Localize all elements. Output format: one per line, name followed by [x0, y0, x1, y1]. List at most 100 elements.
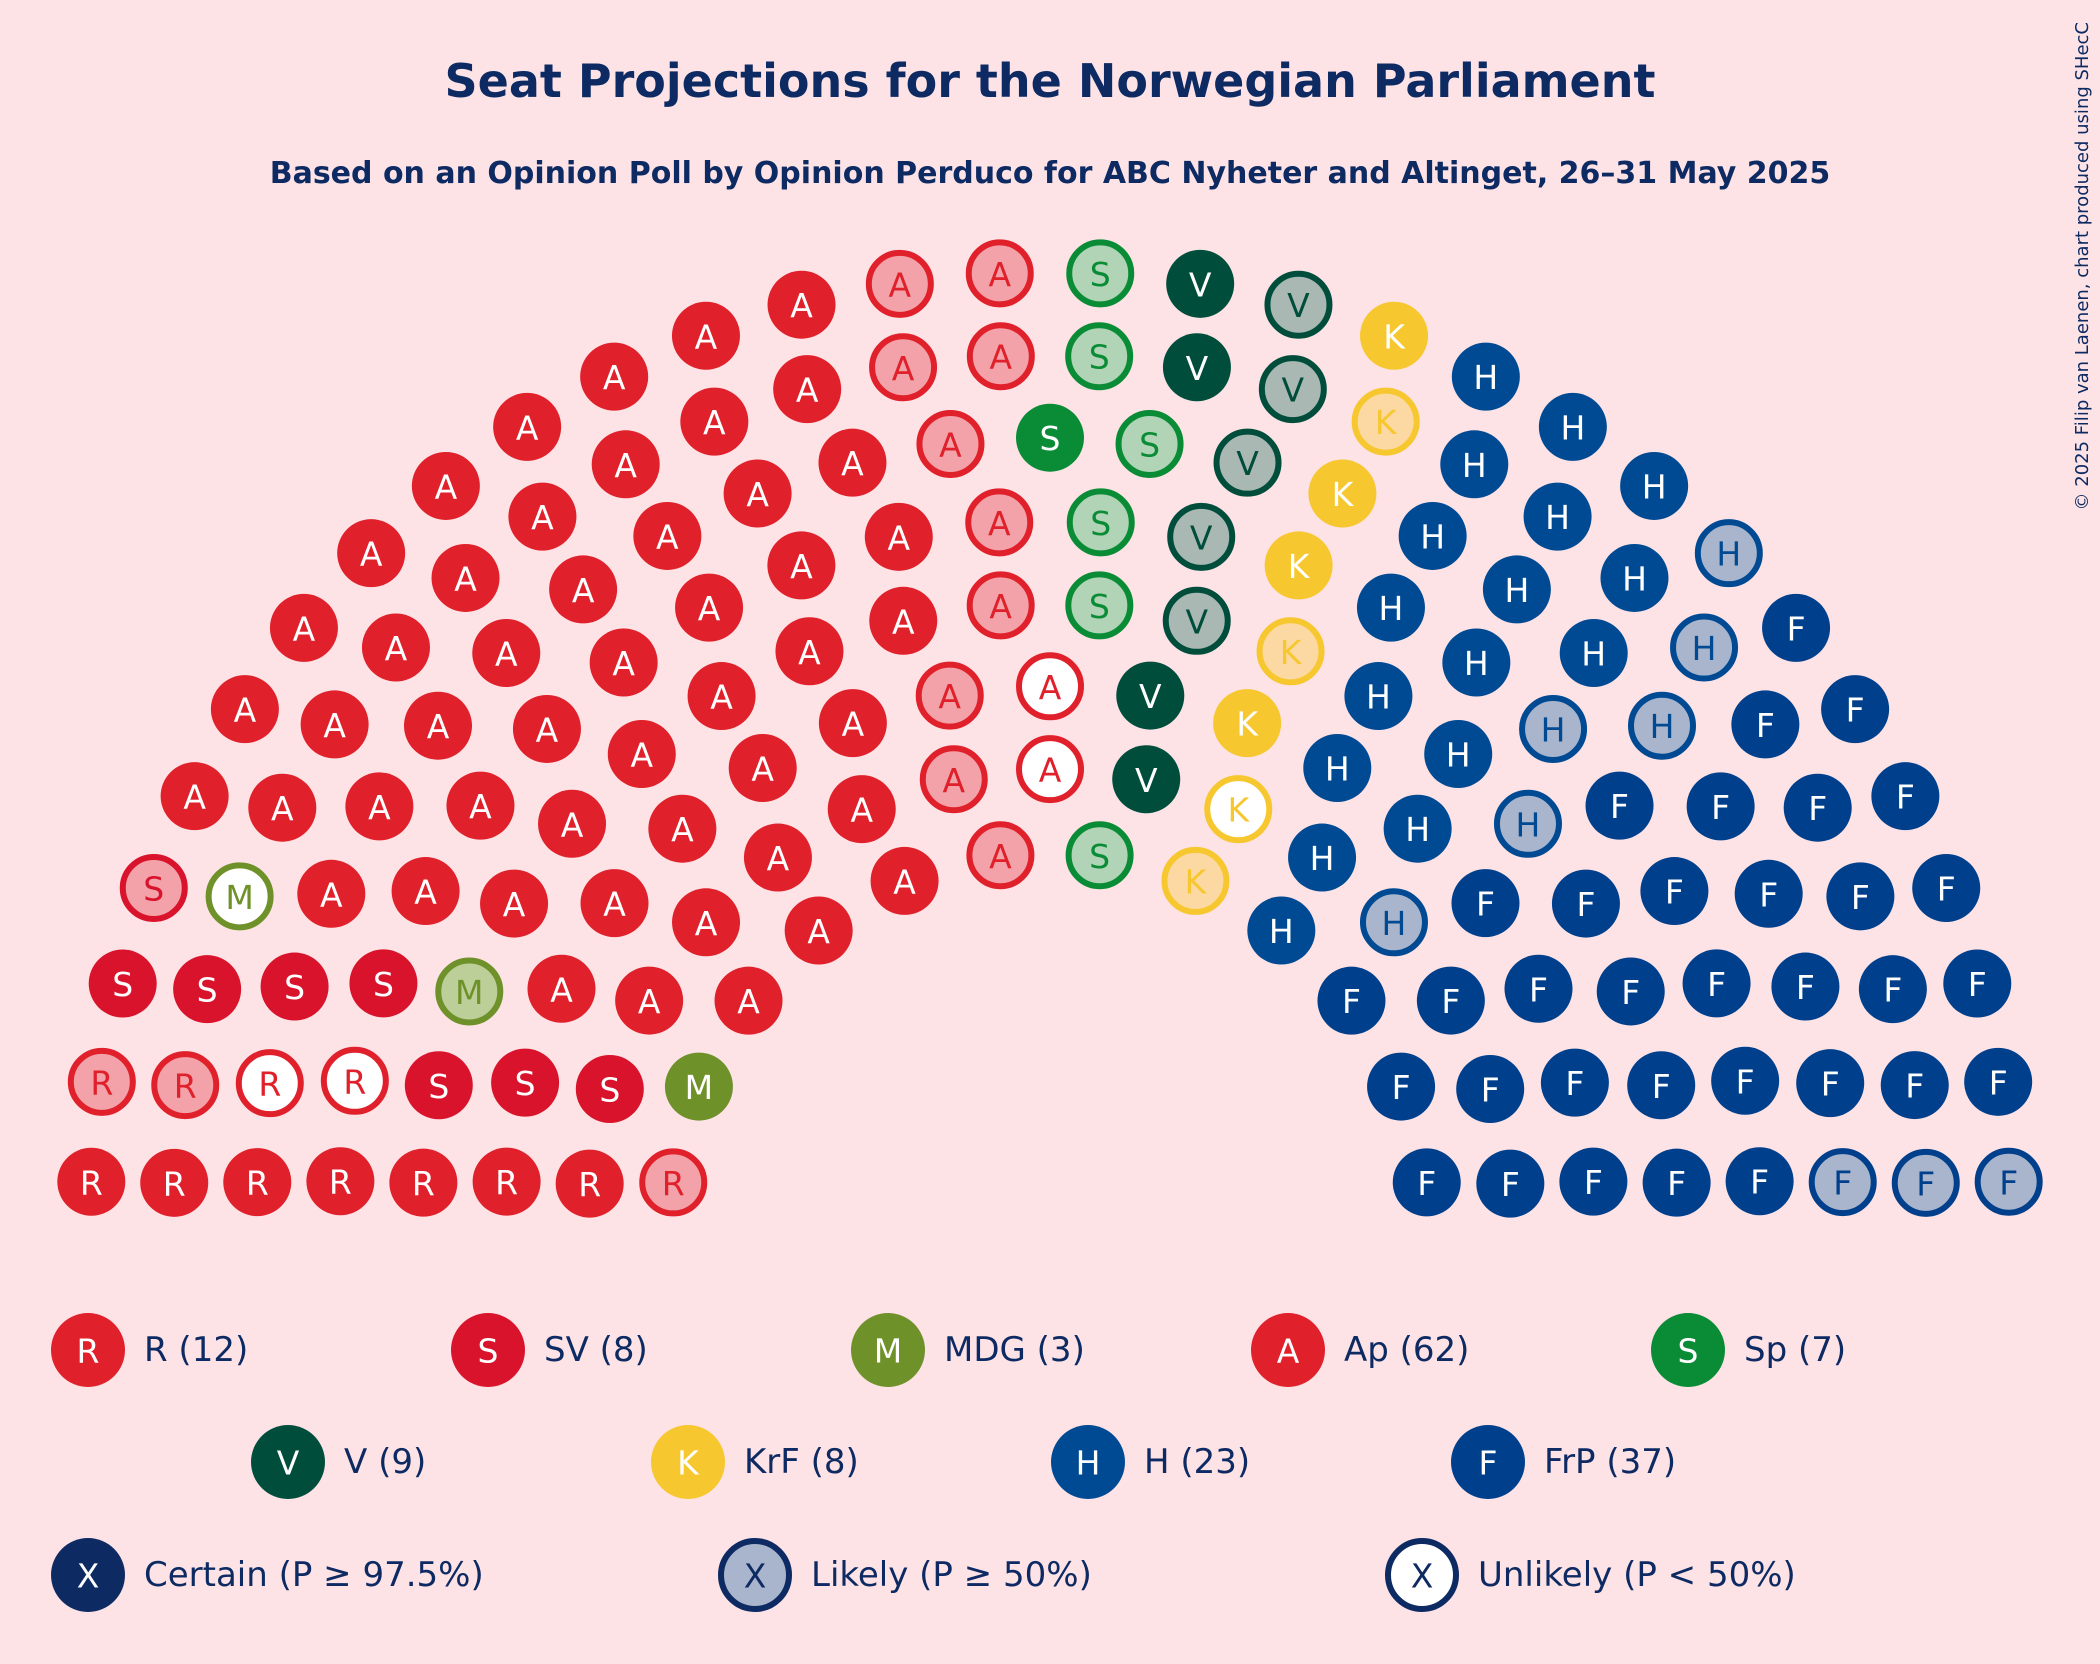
legend-item-krf: K KrF (8) [651, 1425, 859, 1499]
seat-r-6-letter: R [495, 1163, 518, 1202]
seat-ap-49-letter: A [807, 912, 830, 951]
seat-v-93-circle [1166, 249, 1235, 318]
seat-ap-49-circle [784, 896, 853, 965]
prob-swatch-unlikely: X [1385, 1538, 1459, 1612]
seat-h-127-circle [1519, 694, 1588, 763]
seat-ap-71-letter: A [841, 444, 864, 483]
seat-frp-135: F [1451, 869, 1520, 938]
seat-h-118: H [1288, 823, 1357, 892]
seat-frp-145-letter: F [1529, 970, 1548, 1009]
seat-h-131-circle [1493, 789, 1562, 858]
seat-sp-91-circle [1115, 409, 1184, 478]
seat-ap-67-circle [671, 301, 740, 370]
seat-h-128: H [1694, 519, 1763, 588]
seat-ap-54-circle [493, 392, 562, 461]
seat-h-115-circle [1303, 734, 1372, 803]
legend-swatch-ap-letter: A [1277, 1332, 1300, 1371]
seat-v-94-letter: V [1186, 349, 1209, 388]
seat-frp-163-letter: F [1501, 1165, 1520, 1204]
seat-h-123-circle [1424, 720, 1493, 789]
seat-krf-103: K [1360, 301, 1429, 370]
seat-ap-66-circle [818, 689, 887, 758]
seat-frp-159-circle [1796, 1049, 1865, 1118]
seat-h-126-letter: H [1581, 634, 1606, 673]
seat-frp-146-letter: F [1759, 875, 1778, 914]
seat-frp-162-circle [1392, 1148, 1461, 1217]
seat-mdg-23-letter: M [225, 878, 253, 917]
seat-ap-31: A [345, 772, 414, 841]
seat-v-100-circle [1264, 270, 1333, 339]
seat-r-5-letter: R [412, 1164, 435, 1203]
legend-swatch-sp: S [1651, 1313, 1725, 1387]
seat-ap-29-circle [615, 966, 684, 1035]
seat-frp-162: F [1392, 1148, 1461, 1217]
seat-ap-37-letter: A [293, 609, 316, 648]
seat-sv-16: S [173, 955, 242, 1024]
seat-ap-74-letter: A [942, 761, 965, 800]
seat-frp-166-letter: F [1750, 1163, 1769, 1202]
seat-ap-61-letter: A [850, 791, 873, 830]
seat-ap-45: A [648, 794, 717, 863]
seat-h-131-letter: H [1516, 805, 1541, 844]
seat-frp-153-circle [1771, 952, 1840, 1021]
seat-frp-140-circle [1551, 869, 1620, 938]
seat-ap-50: A [589, 628, 658, 697]
seat-v-98-letter: V [1185, 602, 1208, 641]
seat-ap-51-letter: A [767, 839, 790, 878]
seat-ap-58: A [633, 501, 702, 570]
seat-h-117-circle [1523, 482, 1592, 551]
seat-h-117: H [1523, 482, 1592, 551]
seat-krf-104: K [1213, 689, 1282, 758]
seat-frp-154-letter: F [1883, 971, 1902, 1010]
seat-v-100: V [1264, 270, 1333, 339]
legend-item-v: V V (9) [251, 1425, 426, 1499]
seat-ap-67-letter: A [695, 317, 718, 356]
seat-r-10-letter: R [174, 1067, 197, 1106]
seat-ap-69-letter: A [796, 371, 819, 410]
seat-ap-74: A [919, 745, 988, 814]
seat-ap-59-letter: A [698, 589, 721, 628]
seat-frp-138: F [1821, 675, 1890, 744]
seat-sp-88-letter: S [1089, 338, 1110, 377]
seat-ap-43: A [337, 519, 406, 588]
seat-sv-17-circle [575, 1054, 644, 1123]
seat-frp-133: F [1762, 593, 1831, 662]
seat-ap-52-circle [549, 555, 618, 624]
seat-r-12-circle [320, 1046, 389, 1115]
legend-item-sp: S Sp (7) [1651, 1313, 1846, 1387]
seat-frp-161: F [1964, 1047, 2033, 1116]
seat-ap-28-letter: A [271, 789, 294, 828]
seat-sp-87-circle [1066, 239, 1135, 308]
seat-krf-106: K [1161, 846, 1230, 915]
seat-frp-137-letter: F [1756, 706, 1775, 745]
seat-ap-84-circle [1016, 735, 1084, 804]
legend-item-r: R R (12) [51, 1313, 248, 1387]
seat-v-97-circle [1167, 502, 1236, 571]
seat-ap-39-letter: A [561, 805, 584, 844]
seat-frp-160: F [1880, 1051, 1949, 1120]
seat-r-1-circle [57, 1147, 126, 1216]
seat-frp-142: F [1783, 773, 1852, 842]
seat-ap-83-circle [965, 239, 1034, 308]
seat-frp-155: F [1540, 1048, 1609, 1117]
seat-ap-55: A [728, 734, 797, 803]
seat-h-119-circle [1482, 555, 1551, 624]
seat-sv-15-letter: S [515, 1064, 536, 1103]
seat-ap-51-circle [743, 823, 812, 892]
seat-r-12: R [320, 1046, 389, 1115]
seat-frp-156-circle [1943, 949, 2012, 1018]
seat-h-128-letter: H [1716, 535, 1741, 574]
seat-ap-34: A [446, 771, 515, 840]
legend-item-ap: A Ap (62) [1251, 1313, 1469, 1387]
seat-ap-70-letter: A [790, 286, 813, 325]
seat-frp-165: F [1642, 1148, 1711, 1217]
seat-h-130: H [1670, 613, 1739, 682]
seat-sv-20-circle [119, 853, 188, 922]
seat-ap-32: A [210, 675, 279, 744]
seat-frp-152-letter: F [1481, 1070, 1500, 1109]
seat-ap-33: A [300, 690, 369, 759]
seat-ap-60-letter: A [603, 358, 626, 397]
seat-mdg-22-letter: M [455, 973, 483, 1012]
seat-r-8-letter: R [662, 1164, 685, 1203]
seat-h-130-letter: H [1692, 629, 1717, 668]
